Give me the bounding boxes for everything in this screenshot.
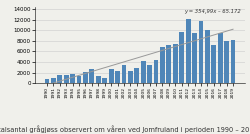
Bar <box>141 62 146 83</box>
Bar <box>96 76 101 83</box>
Bar <box>115 72 120 83</box>
Bar <box>147 65 152 83</box>
Bar <box>160 47 165 83</box>
Text: y = 354,99x – 65.172: y = 354,99x – 65.172 <box>184 9 241 14</box>
Bar <box>83 72 88 83</box>
Bar <box>231 40 235 83</box>
Bar <box>109 69 114 83</box>
Bar <box>134 68 139 83</box>
Bar <box>192 33 197 83</box>
Bar <box>122 65 126 83</box>
Bar <box>90 69 94 83</box>
Bar <box>212 45 216 83</box>
Bar <box>224 41 229 83</box>
Bar <box>128 72 133 83</box>
Bar <box>179 32 184 83</box>
Bar <box>51 78 56 83</box>
Bar <box>77 76 82 83</box>
Bar <box>70 74 75 83</box>
Bar <box>44 79 49 83</box>
Bar <box>102 78 107 83</box>
Bar <box>58 75 62 83</box>
Bar <box>154 60 158 83</box>
Bar <box>218 33 222 83</box>
Bar <box>173 44 178 83</box>
Text: Totalsantal grågjøss observert om våren ved Jomfruland i perioden 1990 – 2019.: Totalsantal grågjøss observert om våren … <box>0 125 250 133</box>
Bar <box>64 75 68 83</box>
Bar <box>205 30 210 83</box>
Bar <box>198 21 203 83</box>
Bar <box>166 45 171 83</box>
Bar <box>186 19 190 83</box>
